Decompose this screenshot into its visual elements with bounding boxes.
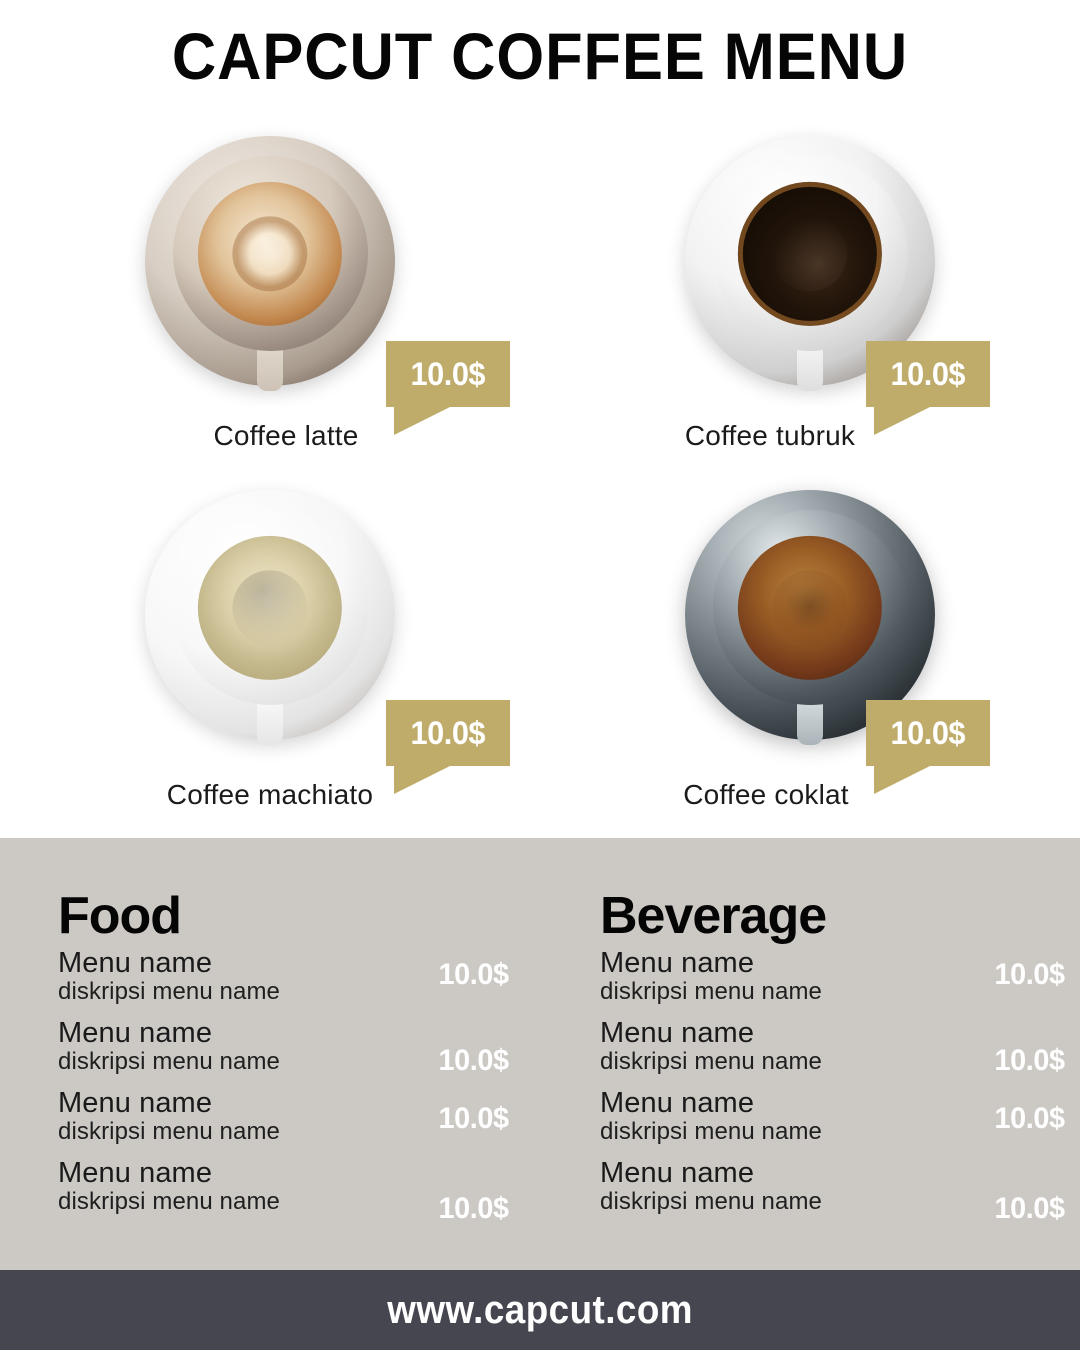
menu-row[interactable]: Menu name diskripsi menu name 10.0$	[600, 947, 1080, 1018]
menu-item-name: Menu name	[600, 1087, 755, 1119]
price-badge-latte: 10.0$	[386, 341, 510, 435]
coffee-cup-image-coklat	[685, 490, 935, 745]
menu-item-name: Menu name	[58, 1017, 213, 1049]
footer-bar: www.capcut.com	[0, 1270, 1080, 1350]
price-badge-label: 10.0$	[890, 355, 966, 392]
page-title: CAPCUT COFFEE MENU	[171, 19, 909, 93]
menu-lists-section: Food Menu name diskripsi menu name 10.0$…	[0, 838, 1080, 1270]
menu-item-name: Menu name	[58, 1087, 213, 1119]
menu-row[interactable]: Menu name diskripsi menu name 10.0$	[58, 1017, 538, 1088]
coffee-cup-image-latte	[145, 136, 395, 391]
menu-item-price: 10.0$	[994, 958, 1065, 991]
price-badge-tubruk: 10.0$	[866, 341, 990, 435]
menu-row-text: Menu name diskripsi menu name	[58, 1017, 280, 1076]
coffee-liquid-shape	[197, 535, 343, 680]
price-badge-label: 10.0$	[890, 714, 966, 751]
menu-item-price: 10.0$	[994, 1192, 1065, 1225]
menu-item-name: Menu name	[600, 1157, 755, 1189]
coffee-name-machiato: Coffee machiato	[166, 779, 374, 810]
price-badge-label: 10.0$	[410, 714, 486, 751]
coffee-card-machiato[interactable]	[0, 484, 540, 838]
crema-foam-shape	[232, 569, 308, 646]
coffee-showcase-grid	[0, 130, 1080, 838]
menu-row-text: Menu name diskripsi menu name	[58, 947, 280, 1006]
price-badge-coklat: 10.0$	[866, 700, 990, 794]
menu-item-description: diskripsi menu name	[600, 978, 822, 1006]
cup-shape	[172, 156, 368, 351]
coffee-name-latte: Coffee latte	[213, 420, 359, 451]
price-badge-label: 10.0$	[410, 355, 486, 392]
menu-item-price: 10.0$	[438, 1192, 509, 1225]
section-heading-beverage: Beverage	[600, 887, 827, 945]
menu-row[interactable]: Menu name diskripsi menu name 10.0$	[600, 1017, 1080, 1088]
cocoa-art-shape	[772, 569, 848, 646]
surface-highlight-shape	[772, 215, 848, 292]
menu-item-description: diskripsi menu name	[58, 1118, 280, 1146]
coffee-liquid-shape	[737, 535, 883, 680]
menu-row[interactable]: Menu name diskripsi menu name 10.0$	[600, 1157, 1080, 1228]
menu-row-text: Menu name diskripsi menu name	[600, 1157, 822, 1216]
menu-row-text: Menu name diskripsi menu name	[600, 1017, 822, 1076]
menu-row-text: Menu name diskripsi menu name	[600, 1087, 822, 1146]
menu-item-price: 10.0$	[994, 1102, 1065, 1135]
menu-item-name: Menu name	[600, 947, 755, 979]
coffee-card-tubruk[interactable]	[540, 130, 1080, 484]
menu-item-description: diskripsi menu name	[600, 1118, 822, 1146]
menu-item-description: diskripsi menu name	[600, 1048, 822, 1076]
menu-column-beverage: Beverage Menu name diskripsi menu name 1…	[600, 890, 1080, 1228]
menu-item-name: Menu name	[58, 947, 213, 979]
menu-item-price: 10.0$	[438, 958, 509, 991]
menu-row[interactable]: Menu name diskripsi menu name 10.0$	[58, 1157, 538, 1228]
cup-shape	[712, 156, 908, 351]
cup-shape	[172, 510, 368, 705]
menu-row-text: Menu name diskripsi menu name	[58, 1157, 280, 1216]
menu-row[interactable]: Menu name diskripsi menu name 10.0$	[58, 1087, 538, 1158]
menu-row-text: Menu name diskripsi menu name	[58, 1087, 280, 1146]
menu-item-description: diskripsi menu name	[58, 1188, 280, 1216]
menu-item-price: 10.0$	[994, 1044, 1065, 1077]
coffee-card-coklat[interactable]	[540, 484, 1080, 838]
latte-art-shape	[232, 215, 308, 292]
coffee-cup-image-tubruk	[685, 136, 935, 391]
menu-item-description: diskripsi menu name	[58, 978, 280, 1006]
menu-item-description: diskripsi menu name	[58, 1048, 280, 1076]
cup-shape	[712, 510, 908, 705]
menu-row[interactable]: Menu name diskripsi menu name 10.0$	[58, 947, 538, 1018]
coffee-cup-image-machiato	[145, 490, 395, 745]
coffee-liquid-shape	[737, 181, 883, 326]
price-badge-machiato: 10.0$	[386, 700, 510, 794]
coffee-name-coklat: Coffee coklat	[683, 779, 849, 810]
menu-item-price: 10.0$	[438, 1044, 509, 1077]
menu-item-description: diskripsi menu name	[600, 1188, 822, 1216]
coffee-liquid-shape	[197, 181, 343, 326]
coffee-card-latte[interactable]	[0, 130, 540, 484]
menu-row[interactable]: Menu name diskripsi menu name 10.0$	[600, 1087, 1080, 1158]
section-heading-food: Food	[58, 887, 182, 945]
menu-row-text: Menu name diskripsi menu name	[600, 947, 822, 1006]
coffee-name-tubruk: Coffee tubruk	[684, 420, 856, 451]
menu-item-price: 10.0$	[438, 1102, 509, 1135]
menu-item-name: Menu name	[58, 1157, 213, 1189]
footer-website-label[interactable]: www.capcut.com	[387, 1287, 693, 1332]
menu-item-name: Menu name	[600, 1017, 755, 1049]
menu-column-food: Food Menu name diskripsi menu name 10.0$…	[58, 890, 538, 1228]
